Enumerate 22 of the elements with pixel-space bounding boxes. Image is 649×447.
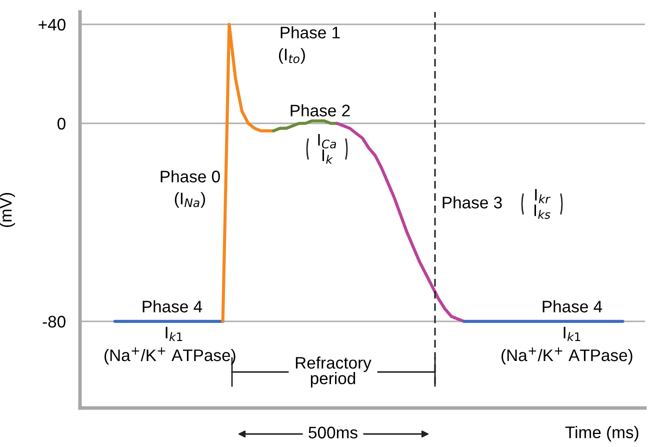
annotation: I$_{Ca}$ I$_{k}$ — [318, 134, 336, 164]
annotation: Phase 4 — [542, 300, 602, 312]
annotation: I$_{kr}$ I$_{ks}$ — [534, 189, 551, 219]
annotation: I$_{k1}$ — [166, 326, 182, 342]
annotation: (Na$^{+}$/K$^{+}$ ATPase) — [502, 347, 632, 364]
y-tick-label: 0 — [57, 118, 66, 130]
annotation: Phase 4 — [142, 300, 202, 312]
annotation: Phase 1 — [280, 26, 340, 38]
annotation: Phase 0 — [160, 170, 220, 182]
line-series — [221, 22, 276, 323]
annotation: Refractory period — [296, 356, 372, 388]
annotation: (I$_{to}$) — [278, 48, 305, 64]
annotation: (I$_{Na}$) — [174, 192, 206, 208]
x-axis-title: Time (ms) — [565, 426, 638, 442]
annotation: (Na$^{+}$/K$^{+}$ ATPase) — [104, 347, 236, 364]
y-tick-label: -80 — [42, 316, 66, 328]
annotation: Phase 2 — [290, 104, 350, 116]
text: 500ms — [308, 426, 358, 438]
annotation: I$_{k1}$ — [564, 326, 580, 342]
annotation: Phase 3 — [442, 196, 502, 208]
y-tick-label: +40 — [38, 18, 66, 31]
line-series — [272, 119, 339, 132]
